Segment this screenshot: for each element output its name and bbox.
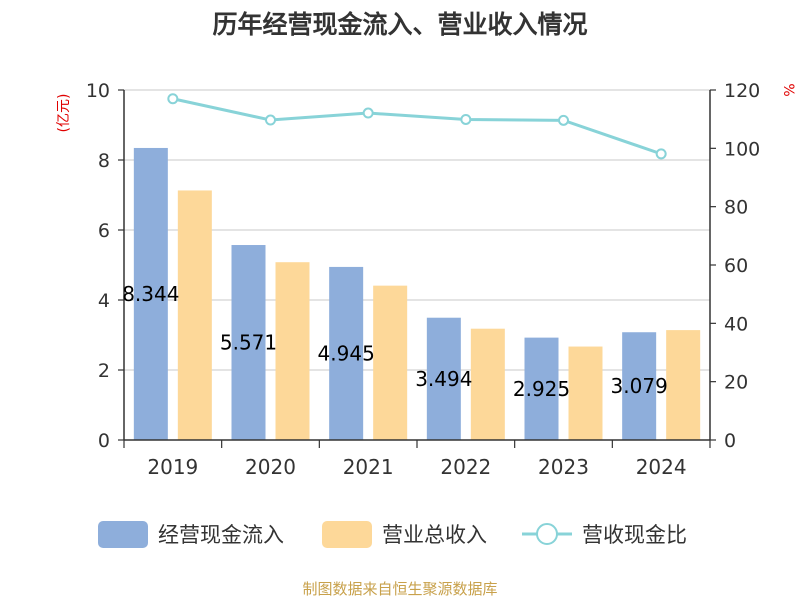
x-tick-label: 2019 bbox=[147, 455, 198, 479]
bar-data-label: 8.344 bbox=[122, 282, 179, 306]
right-axis-unit: % bbox=[780, 83, 796, 96]
right-tick-label: 120 bbox=[724, 80, 760, 102]
left-tick-label: 8 bbox=[98, 150, 110, 172]
left-axis-unit: (亿元) bbox=[56, 94, 72, 133]
right-tick-label: 40 bbox=[724, 313, 748, 335]
bar-data-label: 2.925 bbox=[513, 377, 570, 401]
x-tick-label: 2020 bbox=[245, 455, 296, 479]
bar-data-label: 3.079 bbox=[611, 374, 668, 398]
bars bbox=[133, 147, 701, 440]
bar-cash-inflow bbox=[524, 337, 559, 440]
bar-data-label: 5.571 bbox=[220, 331, 277, 355]
ratio-point bbox=[460, 113, 472, 125]
left-tick-label: 0 bbox=[98, 430, 110, 452]
left-tick-label: 6 bbox=[98, 220, 110, 242]
legend-label: 营业总收入 bbox=[382, 523, 487, 547]
right-tick-label: 0 bbox=[724, 430, 736, 452]
legend-label: 营收现金比 bbox=[582, 523, 687, 547]
ratio-line-path bbox=[172, 97, 662, 156]
x-tick-label: 2022 bbox=[440, 455, 491, 479]
bar-revenue bbox=[568, 346, 603, 440]
left-tick-label: 10 bbox=[86, 80, 110, 102]
ratio-point bbox=[558, 114, 569, 126]
bar-cash-inflow bbox=[329, 266, 364, 440]
grid bbox=[124, 89, 710, 371]
bar-cash-inflow bbox=[231, 245, 266, 440]
x-tick-label: 2023 bbox=[538, 455, 589, 479]
legend-label: 经营现金流入 bbox=[158, 523, 284, 547]
legend: 经营现金流入 营业总收入 营收现金比 bbox=[98, 521, 687, 548]
bar-cash-inflow bbox=[133, 147, 168, 440]
bar-revenue bbox=[666, 330, 701, 440]
data-labels: 8.344 5.571 4.945 3.494 2.925 3.079 bbox=[122, 282, 668, 401]
legend-swatch bbox=[322, 521, 372, 548]
ratio-point bbox=[265, 114, 276, 126]
bar-revenue bbox=[470, 328, 505, 440]
ratio-line bbox=[167, 93, 667, 160]
x-tick-label: 2024 bbox=[636, 455, 687, 479]
bar-cash-inflow bbox=[622, 332, 657, 440]
bar-revenue bbox=[275, 262, 310, 440]
bar-revenue bbox=[177, 190, 212, 440]
source-note: 制图数据来自恒生聚源数据库 bbox=[302, 580, 497, 598]
right-tick-label: 100 bbox=[724, 138, 760, 160]
left-tick-label: 2 bbox=[98, 360, 110, 382]
bar-revenue bbox=[373, 285, 408, 440]
x-tick-label: 2021 bbox=[343, 455, 394, 479]
legend-marker bbox=[536, 523, 558, 545]
legend-swatch bbox=[98, 521, 148, 548]
bar-cash-inflow bbox=[426, 317, 461, 440]
bar-data-label: 4.945 bbox=[318, 341, 375, 365]
ratio-point bbox=[362, 107, 374, 119]
right-tick-label: 20 bbox=[724, 372, 748, 394]
ratio-point bbox=[167, 93, 179, 105]
left-tick-label: 4 bbox=[98, 290, 110, 312]
ratio-point bbox=[655, 148, 667, 160]
right-tick-label: 80 bbox=[724, 197, 748, 219]
bar-data-label: 3.494 bbox=[415, 367, 472, 391]
chart-title: 历年经营现金流入、营业收入情况 bbox=[212, 10, 587, 39]
right-tick-label: 60 bbox=[724, 255, 748, 277]
